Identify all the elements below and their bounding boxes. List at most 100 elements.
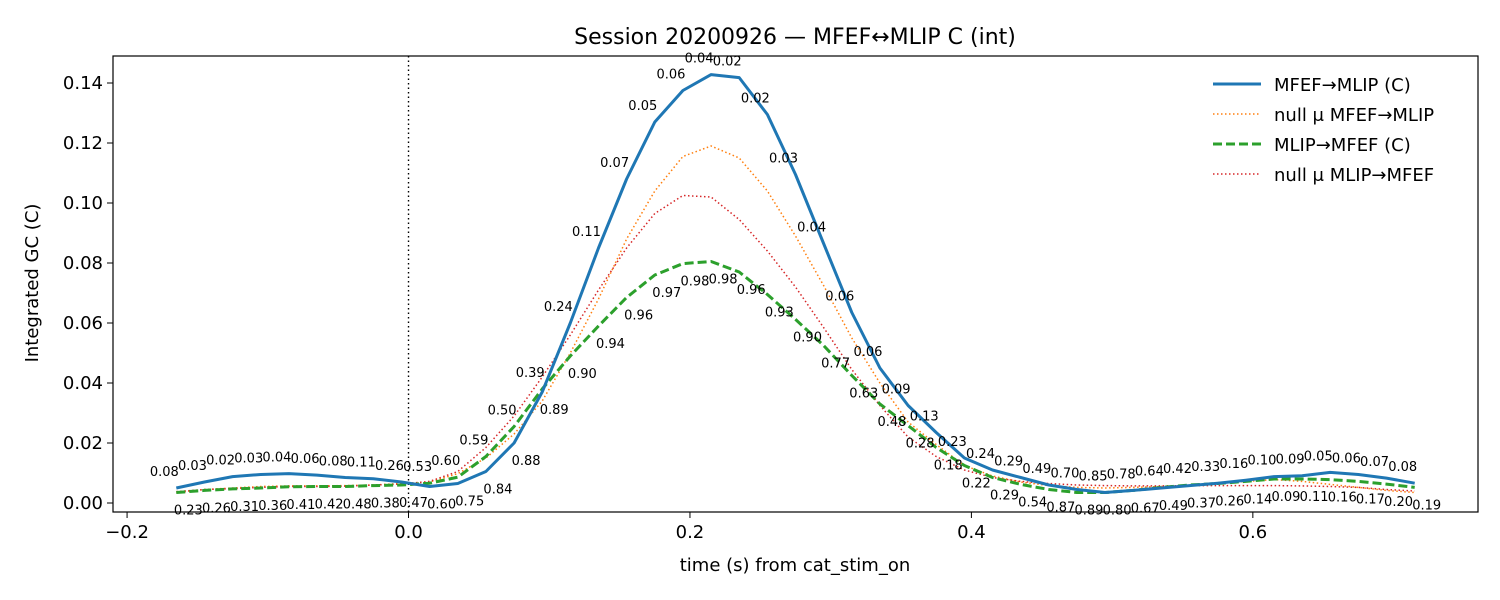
p-label-mlip-mfef: 0.47 bbox=[399, 496, 428, 511]
p-label-mfef-mlip: 0.50 bbox=[488, 404, 517, 419]
p-label-mfef-mlip: 0.03 bbox=[234, 452, 263, 467]
p-label-mlip-mfef: 0.87 bbox=[1046, 501, 1075, 516]
p-label-mfef-mlip: 0.02 bbox=[206, 454, 235, 469]
p-label-mlip-mfef: 0.38 bbox=[371, 497, 400, 512]
p-label-mlip-mfef: 0.11 bbox=[1300, 490, 1329, 505]
x-tick-label: −0.2 bbox=[105, 522, 149, 543]
x-tick-label: 0.6 bbox=[1239, 522, 1268, 543]
y-tick-label: 0.08 bbox=[63, 253, 103, 274]
p-label-mlip-mfef: 0.97 bbox=[652, 286, 681, 301]
p-label-mfef-mlip: 0.09 bbox=[882, 383, 911, 398]
p-label-mlip-mfef: 0.48 bbox=[877, 415, 906, 430]
p-label-mlip-mfef: 0.54 bbox=[1018, 495, 1047, 510]
p-label-mfef-mlip: 0.49 bbox=[1022, 462, 1051, 477]
legend: MFEF→MLIP (C) null μ MFEF→MLIP MLIP→MFEF (… bbox=[1213, 75, 1434, 186]
x-tick-label: 0.0 bbox=[394, 522, 423, 543]
p-label-mlip-mfef: 0.41 bbox=[286, 498, 315, 513]
p-label-mlip-mfef: 0.96 bbox=[624, 309, 653, 324]
p-label-mlip-mfef: 0.63 bbox=[849, 387, 878, 402]
p-label-mfef-mlip: 0.10 bbox=[1247, 454, 1276, 469]
p-label-mfef-mlip: 0.59 bbox=[459, 434, 488, 449]
p-label-mfef-mlip: 0.06 bbox=[825, 290, 854, 305]
y-tick-label: 0.02 bbox=[63, 433, 103, 454]
p-label-mfef-mlip: 0.60 bbox=[431, 454, 460, 469]
p-label-mlip-mfef: 0.93 bbox=[765, 306, 794, 321]
series-line-mfef-mlip-c bbox=[175, 73, 1415, 494]
x-tick-label: 0.4 bbox=[957, 522, 986, 543]
p-label-mfef-mlip: 0.09 bbox=[1276, 453, 1305, 468]
p-label-mlip-mfef: 0.98 bbox=[680, 275, 709, 290]
p-label-mfef-mlip: 0.16 bbox=[1219, 457, 1248, 472]
p-label-mfef-mlip: 0.04 bbox=[685, 52, 714, 67]
p-label-mlip-mfef: 0.14 bbox=[1243, 492, 1272, 507]
p-label-mfef-mlip: 0.64 bbox=[1135, 464, 1164, 479]
p-label-mlip-mfef: 0.60 bbox=[427, 498, 456, 513]
y-tick-label: 0.12 bbox=[63, 133, 103, 154]
legend-label: null μ MLIP→MFEF bbox=[1274, 165, 1434, 186]
p-label-mfef-mlip: 0.07 bbox=[1360, 455, 1389, 470]
plot-frame bbox=[112, 55, 1479, 513]
axis-ticks: −0.2 0.0 0.2 0.4 0.6 0.00 0.02 0.04 0.06 0.08 0.10… bbox=[63, 73, 1267, 543]
p-label-mfef-mlip: 0.78 bbox=[1107, 467, 1136, 482]
p-label-mfef-mlip: 0.06 bbox=[656, 68, 685, 83]
p-label-mlip-mfef: 0.31 bbox=[230, 500, 259, 515]
p-label-mlip-mfef: 0.16 bbox=[1328, 491, 1357, 506]
p-label-mfef-mlip: 0.02 bbox=[741, 92, 770, 107]
p-label-mfef-mlip: 0.24 bbox=[544, 300, 573, 315]
p-label-mlip-mfef: 0.98 bbox=[709, 273, 738, 288]
p-label-mfef-mlip: 0.08 bbox=[150, 465, 179, 480]
p-label-mfef-mlip: 0.05 bbox=[628, 99, 657, 114]
p-label-mfef-mlip: 0.06 bbox=[853, 345, 882, 360]
p-label-mfef-mlip: 0.53 bbox=[403, 460, 432, 475]
p-label-mlip-mfef: 0.89 bbox=[1074, 504, 1103, 519]
p-label-mfef-mlip: 0.03 bbox=[769, 152, 798, 167]
p-label-mfef-mlip: 0.39 bbox=[516, 366, 545, 381]
p-label-mlip-mfef: 0.42 bbox=[315, 498, 344, 513]
p-label-mlip-mfef: 0.89 bbox=[540, 403, 569, 418]
y-tick-label: 0.04 bbox=[63, 373, 103, 394]
p-label-mfef-mlip: 0.02 bbox=[713, 55, 742, 70]
series-layer bbox=[175, 73, 1415, 494]
p-label-mfef-mlip: 0.29 bbox=[994, 455, 1023, 470]
p-label-mlip-mfef: 0.80 bbox=[1103, 504, 1132, 519]
p-label-mlip-mfef: 0.29 bbox=[990, 489, 1019, 504]
p-label-mfef-mlip: 0.24 bbox=[966, 447, 995, 462]
p-label-mlip-mfef: 0.19 bbox=[1412, 498, 1441, 513]
p-label-mlip-mfef: 0.94 bbox=[596, 337, 625, 352]
y-axis-label: Integrated GC (C) bbox=[22, 204, 43, 363]
p-label-mlip-mfef: 0.88 bbox=[512, 454, 541, 469]
p-label-mfef-mlip: 0.07 bbox=[600, 156, 629, 171]
p-label-mfef-mlip: 0.04 bbox=[797, 221, 826, 236]
p-label-mfef-mlip: 0.42 bbox=[1163, 462, 1192, 477]
p-label-mlip-mfef: 0.18 bbox=[934, 459, 963, 474]
p-label-mfef-mlip: 0.11 bbox=[572, 225, 601, 240]
p-label-mlip-mfef: 0.17 bbox=[1356, 492, 1385, 507]
p-label-mlip-mfef: 0.22 bbox=[962, 477, 991, 492]
p-label-mlip-mfef: 0.26 bbox=[202, 501, 231, 516]
y-tick-label: 0.00 bbox=[63, 493, 103, 514]
p-label-mfef-mlip: 0.04 bbox=[262, 451, 291, 466]
p-label-mfef-mlip: 0.08 bbox=[1388, 460, 1417, 475]
p-label-mlip-mfef: 0.77 bbox=[821, 357, 850, 372]
p-label-mlip-mfef: 0.96 bbox=[737, 283, 766, 298]
p-label-mlip-mfef: 0.48 bbox=[343, 498, 372, 513]
p-label-mfef-mlip: 0.23 bbox=[938, 435, 967, 450]
p-label-mlip-mfef: 0.09 bbox=[1271, 490, 1300, 505]
p-label-mlip-mfef: 0.90 bbox=[568, 367, 597, 382]
p-label-mfef-mlip: 0.26 bbox=[375, 459, 404, 474]
p-label-mlip-mfef: 0.49 bbox=[1159, 499, 1188, 514]
legend-label: null μ MFEF→MLIP bbox=[1274, 105, 1434, 126]
p-label-mfef-mlip: 0.11 bbox=[347, 456, 376, 471]
p-label-mlip-mfef: 0.84 bbox=[483, 483, 512, 498]
y-tick-label: 0.10 bbox=[63, 193, 103, 214]
chart-title: Session 20200926 — MFEF↔MLIP C (int) bbox=[574, 25, 1016, 50]
x-axis-label: time (s) from cat_stim_on bbox=[680, 555, 911, 576]
p-label-mfef-mlip: 0.08 bbox=[319, 455, 348, 470]
y-tick-label: 0.14 bbox=[63, 73, 103, 94]
legend-label: MLIP→MFEF (C) bbox=[1274, 135, 1411, 156]
p-label-mlip-mfef: 0.37 bbox=[1187, 497, 1216, 512]
p-label-mlip-mfef: 0.75 bbox=[455, 495, 484, 510]
legend-label: MFEF→MLIP (C) bbox=[1274, 75, 1411, 96]
x-tick-label: 0.2 bbox=[676, 522, 705, 543]
p-label-mfef-mlip: 0.85 bbox=[1079, 470, 1108, 485]
